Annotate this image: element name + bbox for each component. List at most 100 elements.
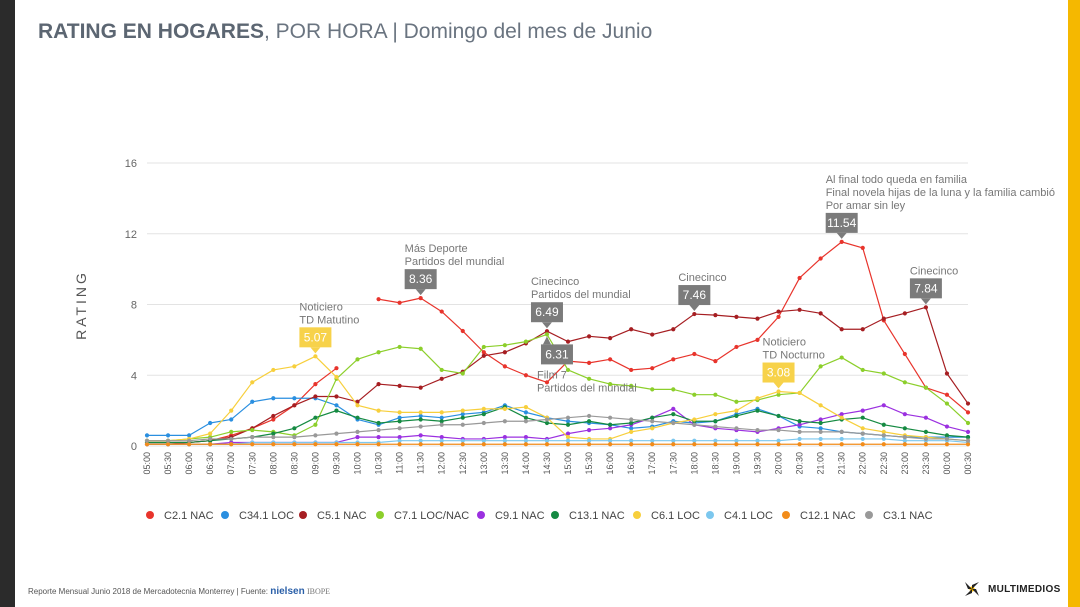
data-point — [586, 419, 592, 424]
annotation-value: 7.84 — [914, 281, 938, 295]
data-point — [439, 367, 444, 373]
legend-marker — [551, 511, 559, 519]
data-point — [776, 314, 781, 319]
data-point — [734, 344, 739, 350]
annotation-value: 8.36 — [409, 272, 433, 286]
data-point — [776, 413, 781, 419]
x-tick-label: 16:30 — [626, 452, 636, 475]
data-point — [797, 275, 802, 281]
data-point — [713, 442, 718, 447]
data-point — [755, 442, 760, 447]
ibope-logo: IBOPE — [306, 587, 331, 596]
legend-label: C5.1 NAC — [317, 510, 367, 522]
data-point — [250, 427, 255, 433]
data-point — [755, 408, 760, 413]
data-point — [418, 442, 423, 447]
data-point — [565, 339, 571, 344]
data-point — [839, 327, 844, 332]
data-point — [313, 354, 318, 359]
data-point — [818, 442, 823, 447]
data-point — [797, 390, 802, 396]
annotation-box — [299, 327, 332, 348]
data-point — [250, 399, 255, 404]
data-point — [439, 435, 444, 440]
data-point — [860, 245, 865, 250]
annotation-box — [404, 269, 437, 290]
data-point — [671, 438, 676, 443]
data-point — [397, 442, 402, 447]
annotation-value: 6.49 — [535, 305, 559, 319]
annotation-caption: Noticiero — [299, 301, 342, 313]
data-point — [734, 408, 739, 413]
data-point — [481, 350, 486, 355]
data-point — [671, 412, 676, 417]
data-point — [271, 435, 276, 440]
data-point — [418, 433, 423, 438]
data-point — [376, 420, 381, 426]
data-point — [608, 426, 613, 431]
x-tick-label: 12:00 — [437, 452, 447, 475]
data-point — [271, 417, 276, 422]
x-tick-label: 09:30 — [331, 452, 341, 475]
data-point — [313, 422, 318, 427]
title-rest: , POR HORA | Domingo del mes de Junio — [263, 20, 653, 43]
data-point — [565, 415, 571, 420]
legend-label: C4.1 LOC — [724, 510, 773, 522]
legend-marker — [633, 511, 641, 519]
data-point — [439, 376, 444, 381]
data-point — [692, 422, 697, 427]
data-point — [376, 381, 381, 387]
data-point — [734, 442, 739, 447]
x-tick-label: 20:00 — [774, 452, 784, 475]
data-point — [902, 435, 907, 440]
legend-label: C7.1 LOC/NAC — [394, 510, 469, 522]
data-point — [397, 410, 402, 415]
data-point — [881, 433, 886, 438]
data-point — [881, 403, 886, 408]
data-point — [734, 438, 739, 443]
data-point — [797, 422, 802, 427]
data-point — [839, 412, 844, 417]
y-tick-label: 16 — [125, 158, 137, 170]
data-point — [965, 435, 971, 440]
data-point — [229, 442, 234, 447]
annotation-value: 7.46 — [683, 288, 707, 302]
data-point — [881, 436, 886, 442]
annotation-box — [678, 285, 711, 306]
data-point — [902, 311, 907, 316]
series-line — [147, 367, 337, 445]
legend-marker — [146, 511, 154, 519]
annotation-box — [530, 302, 563, 323]
data-point — [271, 413, 276, 419]
page-title: RATING EN HOGARES, POR HORA | Domingo de… — [38, 20, 652, 44]
multimedios-icon — [965, 582, 979, 596]
data-point — [523, 373, 529, 378]
series-line — [147, 397, 968, 438]
data-point — [460, 412, 465, 417]
data-point — [944, 436, 950, 442]
annotation-pointer — [542, 336, 551, 345]
data-point — [713, 392, 718, 397]
data-point — [313, 415, 318, 420]
legend-marker — [477, 511, 485, 519]
data-point — [397, 435, 402, 440]
brand-name: MULTIMEDIOS — [988, 583, 1061, 595]
data-point — [334, 374, 339, 380]
data-point — [860, 436, 865, 442]
data-point — [144, 433, 150, 438]
left-accent-bar — [0, 0, 15, 607]
data-point — [839, 436, 844, 442]
data-point — [397, 383, 402, 388]
brand-logo: MULTIMEDIOS — [962, 579, 1061, 599]
data-point — [481, 438, 486, 443]
legend-label: C13.1 NAC — [569, 510, 625, 522]
data-point — [229, 436, 234, 442]
data-point — [860, 426, 865, 431]
data-point — [313, 433, 318, 438]
data-point — [586, 442, 592, 447]
data-point — [608, 381, 613, 387]
data-point — [839, 442, 844, 447]
x-tick-label: 07:30 — [247, 452, 257, 475]
data-point — [734, 413, 739, 419]
data-point — [502, 343, 507, 348]
